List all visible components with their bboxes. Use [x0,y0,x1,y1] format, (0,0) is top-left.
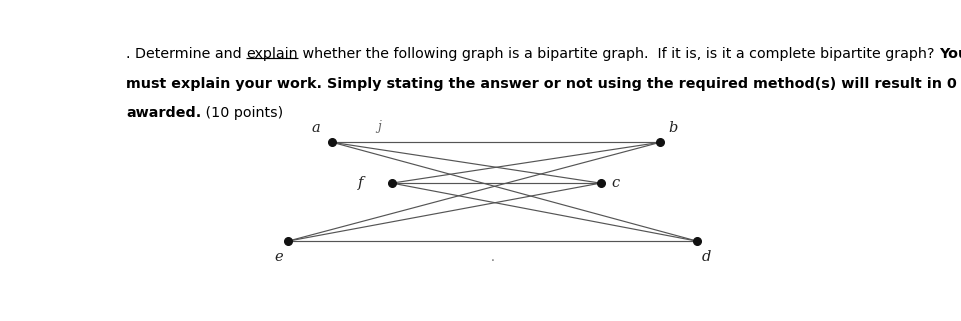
Text: f: f [358,176,363,190]
Text: You: You [939,47,961,61]
Text: j: j [378,120,382,133]
Text: whether the following graph is a bipartite graph.  If it is, is it a complete bi: whether the following graph is a biparti… [298,47,939,61]
Text: .: . [490,251,495,264]
Text: (10 points): (10 points) [202,107,283,120]
Text: c: c [611,176,620,190]
Text: e: e [275,250,283,264]
Text: must explain your work. Simply stating the answer or not using the required meth: must explain your work. Simply stating t… [126,77,961,91]
Text: a: a [311,120,320,134]
Text: awarded.: awarded. [126,107,202,120]
Text: b: b [669,120,678,134]
Text: . Determine and: . Determine and [126,47,246,61]
Text: explain: explain [246,47,298,61]
Text: d: d [702,250,711,264]
